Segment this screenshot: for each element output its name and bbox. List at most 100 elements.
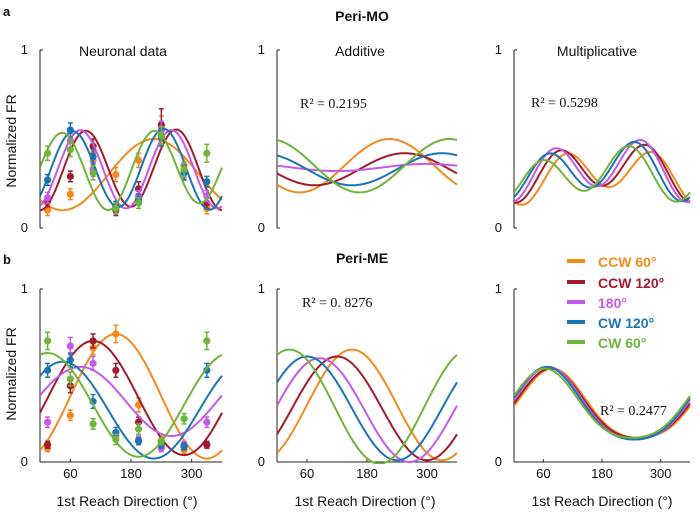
x-tick-label: 300 [181, 466, 203, 481]
series-ccw-120 [277, 152, 458, 187]
series-cw-60 [40, 331, 223, 458]
fit-curve-cw-60 [514, 367, 691, 439]
legend-label-ccw-60: CCW 60° [598, 254, 657, 270]
chart-peri-me-additive: 0 1 60 180 300 [258, 281, 458, 481]
data-point [157, 131, 165, 140]
data-point [66, 190, 74, 198]
x-tick-label: 60 [536, 466, 550, 481]
series-cw-60 [40, 125, 223, 215]
data-point [89, 153, 97, 161]
data-point [43, 366, 52, 374]
x-axis-label-1: 1st Reach Direction (°) [57, 493, 198, 509]
legend-label-ccw-120: CCW 120° [598, 275, 664, 291]
y-tick-label: 1 [495, 42, 502, 57]
chart-peri-mo-neuronal: 01 [21, 42, 223, 235]
r2-bottom-additive: R² = 0. 8276 [302, 296, 372, 311]
x-tick-label: 300 [416, 466, 438, 481]
data-point [43, 194, 52, 202]
data-point [112, 204, 120, 213]
data-point [89, 337, 97, 345]
legend: CCW 60° CCW 120° 180° CW 120° CW 60° [567, 254, 664, 351]
chart-peri-me-multiplicative: 0 1 60 180 300 [495, 281, 691, 481]
fit-curve-cw-60 [514, 145, 691, 203]
y-tick-label: 1 [258, 42, 265, 57]
data-point [112, 435, 120, 444]
fit-curve-cw-120 [514, 140, 691, 203]
y-tick-label: 1 [21, 42, 28, 57]
chart-peri-mo-additive: 01 [258, 42, 458, 235]
fit-curve-180 [514, 138, 691, 204]
legend-swatch-cw-120 [567, 320, 585, 324]
series-ccw-120 [40, 333, 223, 457]
legend-label-cw-60: CW 60° [598, 335, 646, 351]
series-180 [514, 138, 691, 204]
data-point [66, 411, 74, 419]
data-point [112, 366, 120, 374]
r2-top-multiplicative: R² = 0.5298 [531, 96, 598, 111]
series-cw-120 [40, 352, 223, 460]
data-point [66, 375, 74, 383]
panel-title-multiplicative: Multiplicative [557, 43, 637, 59]
fit-curve-180 [277, 357, 458, 463]
series-ccw-120 [40, 107, 223, 217]
x-tick-label: 60 [300, 466, 314, 481]
data-point [203, 178, 211, 186]
data-point [66, 342, 74, 350]
panel-letter-b: b [3, 252, 11, 267]
y-tick-label: 0 [21, 454, 28, 469]
data-point [66, 356, 74, 364]
x-tick-label: 60 [63, 466, 77, 481]
y-tick-label: 0 [258, 220, 265, 235]
chart-peri-mo-multiplicative: 01 [495, 42, 691, 235]
data-point [203, 441, 211, 449]
series-cw-120 [514, 140, 691, 203]
fit-curve-cw-120 [277, 355, 458, 462]
data-point [157, 437, 165, 445]
y-axis-label-top: Normalized FR [3, 94, 19, 187]
series-cw-60 [277, 138, 458, 194]
panel-letter-a: a [3, 4, 11, 19]
fit-curve-cw-60 [277, 138, 458, 194]
chart-peri-me-neuronal: 0 1 60 180 300 [21, 281, 223, 481]
data-point [89, 420, 97, 428]
fit-curve-ccw-120 [277, 355, 458, 462]
data-point [89, 359, 97, 367]
series-180 [277, 357, 458, 463]
x-tick-label: 180 [120, 466, 142, 481]
data-point [180, 442, 188, 451]
y-tick-label: 1 [21, 281, 28, 296]
data-point [203, 418, 211, 426]
data-point [112, 171, 120, 179]
row-title-peri-mo: Peri-MO [335, 8, 389, 24]
row-title-peri-me: Peri-ME [336, 250, 388, 266]
data-point [180, 165, 188, 173]
series-ccw-120 [514, 143, 691, 204]
data-point [134, 437, 143, 445]
r2-top-additive: R² = 0.2195 [300, 97, 367, 112]
legend-label-cw-120: CW 120° [598, 315, 654, 331]
data-point [43, 418, 52, 426]
legend-label-180: 180° [598, 295, 627, 311]
data-point [66, 126, 74, 134]
data-point [203, 192, 211, 200]
fit-curve-ccw-120 [514, 143, 691, 204]
series-cw-60 [514, 367, 691, 439]
y-tick-label: 0 [21, 220, 28, 235]
series-cw-60 [277, 348, 458, 464]
data-point [43, 176, 52, 184]
x-axis-label-2: 1st Reach Direction (°) [295, 493, 436, 509]
series-cw-60 [514, 145, 691, 203]
data-point [112, 330, 120, 338]
data-point [203, 149, 211, 157]
x-tick-label: 180 [591, 466, 613, 481]
data-point [43, 441, 52, 449]
x-tick-label: 180 [356, 466, 378, 481]
fit-curve-cw-120 [277, 152, 458, 187]
data-point [66, 172, 74, 180]
series-cw-120 [277, 355, 458, 462]
data-point [66, 146, 74, 154]
r2-bottom-multiplicative: R² = 0.2477 [600, 404, 667, 419]
legend-swatch-cw-60 [567, 340, 585, 344]
legend-swatch-ccw-60 [567, 259, 585, 263]
